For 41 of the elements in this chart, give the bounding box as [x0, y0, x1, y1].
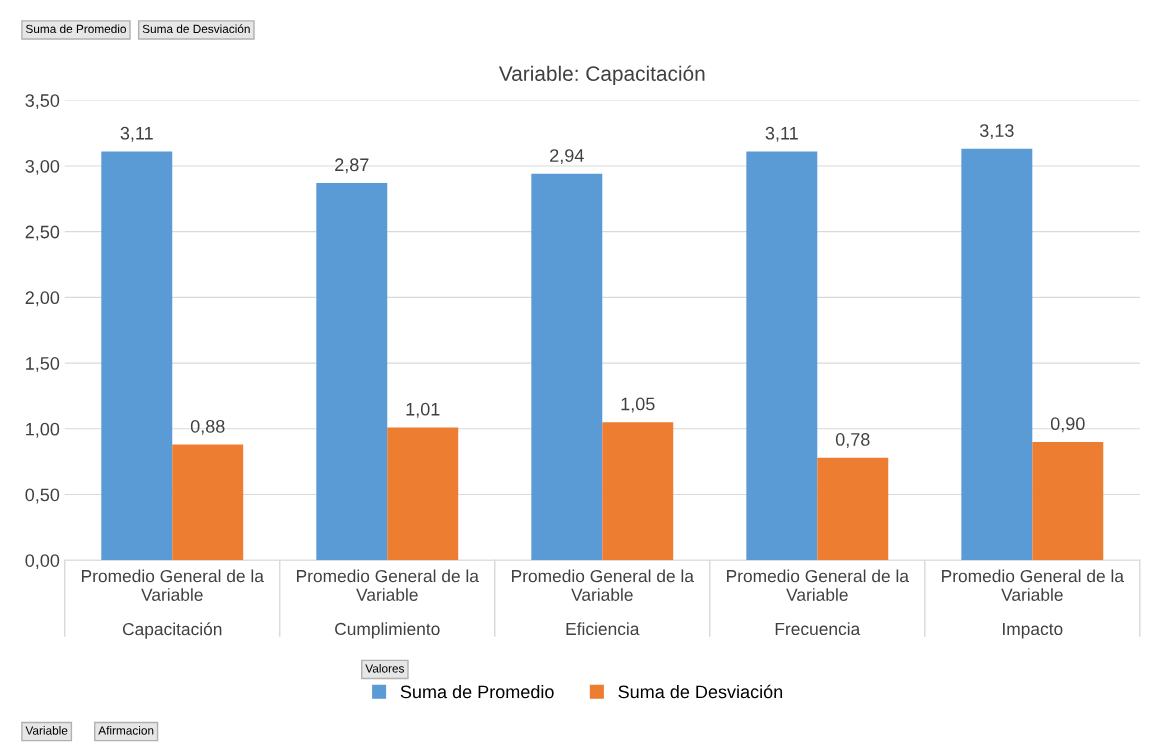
bar [531, 173, 603, 561]
text: Variable [25, 726, 68, 735]
data-label: 1,01 [406, 402, 440, 418]
bar [172, 444, 244, 561]
data-label: 3,11 [120, 126, 153, 142]
y-tick-label: 1,50 [26, 357, 60, 372]
y-tick-label: 2,00 [25, 291, 60, 307]
legend-label: Suma de Desviación [618, 684, 783, 699]
data-label: 0,90 [1050, 417, 1085, 433]
text: Valores [365, 663, 405, 673]
category-label: Promedio General de la Variable Frecuencia [727, 569, 909, 636]
data-label: 0,88 [190, 419, 225, 435]
y-tick-label: 3,00 [25, 159, 60, 175]
y-tick-label: 3,50 [25, 94, 60, 110]
bar [961, 148, 1033, 561]
data-label: 2,87 [335, 158, 369, 174]
category-label: Promedio General de la Variable Capacitación [81, 569, 264, 639]
bar [746, 151, 818, 561]
bar [817, 457, 889, 561]
chart-title: Variable: Capacitación [498, 65, 705, 86]
data-label: 0,78 [835, 433, 870, 448]
category-label: Promedio General de la Variable Impacto [942, 569, 1124, 639]
data-label: 3,11 [765, 126, 798, 142]
data-label: 3,13 [979, 124, 1014, 140]
bar [316, 183, 388, 561]
bar [1032, 441, 1104, 561]
bar [387, 427, 459, 561]
text: Suma de Promedio [25, 24, 126, 34]
text: Suma de Desviación [142, 24, 250, 34]
data-label: 1,05 [621, 397, 655, 413]
bar [602, 422, 674, 561]
data-label: 2,94 [550, 149, 584, 165]
y-tick-label: 1,00 [26, 422, 60, 438]
y-tick-label: 0,00 [25, 554, 60, 570]
category-label: Promedio General de la Variable Cumplimiento [297, 569, 479, 639]
text: Afirmacion [98, 726, 154, 735]
y-tick-label: 0,50 [25, 488, 60, 504]
category-label: Promedio General de la Variable Eficiencia [512, 569, 694, 636]
y-tick-label: 2,50 [25, 225, 60, 241]
bar [101, 151, 173, 561]
legend-label: Suma de Promedio [400, 685, 554, 699]
